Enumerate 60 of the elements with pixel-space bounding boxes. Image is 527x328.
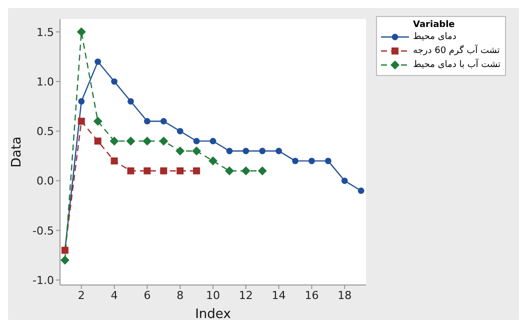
x-tick-label: 14 bbox=[272, 288, 286, 302]
y-tick-label: 0.0 bbox=[36, 174, 54, 188]
legend-label: تشت آب با دمای محیط bbox=[413, 58, 501, 72]
point bbox=[94, 138, 102, 145]
point bbox=[210, 138, 216, 144]
point bbox=[176, 146, 185, 156]
x-axis-title: Index bbox=[195, 307, 232, 322]
point bbox=[160, 167, 168, 174]
y-tick-label: 1.5 bbox=[36, 26, 54, 39]
point bbox=[110, 136, 119, 146]
point bbox=[192, 146, 202, 156]
point bbox=[78, 118, 85, 125]
x-tick-label: 16 bbox=[304, 288, 319, 302]
x-tick-label: 2 bbox=[78, 288, 85, 302]
y-tick-label: -0.5 bbox=[32, 224, 54, 238]
point bbox=[76, 27, 86, 36]
legend-label: تشت آب گرم 60 درجه bbox=[413, 44, 500, 58]
point bbox=[259, 148, 266, 154]
point bbox=[224, 166, 234, 176]
point bbox=[358, 188, 364, 194]
point bbox=[176, 167, 184, 174]
point bbox=[241, 166, 250, 176]
point bbox=[127, 167, 134, 174]
point bbox=[242, 148, 250, 154]
legend-title: Variable bbox=[412, 20, 456, 30]
point bbox=[144, 167, 151, 174]
point bbox=[308, 158, 315, 164]
point bbox=[93, 116, 102, 126]
point bbox=[341, 178, 348, 184]
point bbox=[144, 118, 150, 124]
point bbox=[324, 158, 332, 164]
x-tick-label: 4 bbox=[110, 288, 118, 302]
point bbox=[126, 136, 136, 146]
point bbox=[110, 157, 118, 164]
x-tick-label: 6 bbox=[144, 288, 151, 302]
x-tick-label: 10 bbox=[206, 288, 220, 302]
point bbox=[208, 156, 218, 166]
y-tick-label: 1.0 bbox=[36, 75, 54, 88]
point bbox=[78, 98, 85, 105]
x-tick-label: 12 bbox=[238, 288, 253, 302]
x-tick-label: 8 bbox=[176, 288, 184, 302]
x-tick-label: 18 bbox=[338, 288, 352, 302]
point bbox=[128, 98, 134, 105]
point bbox=[60, 256, 70, 265]
y-axis-title: Data bbox=[10, 136, 25, 168]
point bbox=[142, 136, 152, 146]
point bbox=[292, 158, 298, 164]
point bbox=[193, 138, 200, 144]
point bbox=[226, 148, 233, 154]
point bbox=[159, 136, 168, 146]
legend-label: دمای محیط bbox=[413, 31, 456, 44]
point bbox=[193, 167, 200, 174]
y-tick-label: -1.0 bbox=[32, 274, 54, 287]
point bbox=[176, 128, 184, 134]
point bbox=[160, 118, 167, 124]
point bbox=[111, 78, 118, 85]
point bbox=[258, 166, 267, 176]
point bbox=[276, 148, 282, 154]
y-tick-label: 0.5 bbox=[36, 125, 54, 138]
point bbox=[94, 58, 102, 65]
